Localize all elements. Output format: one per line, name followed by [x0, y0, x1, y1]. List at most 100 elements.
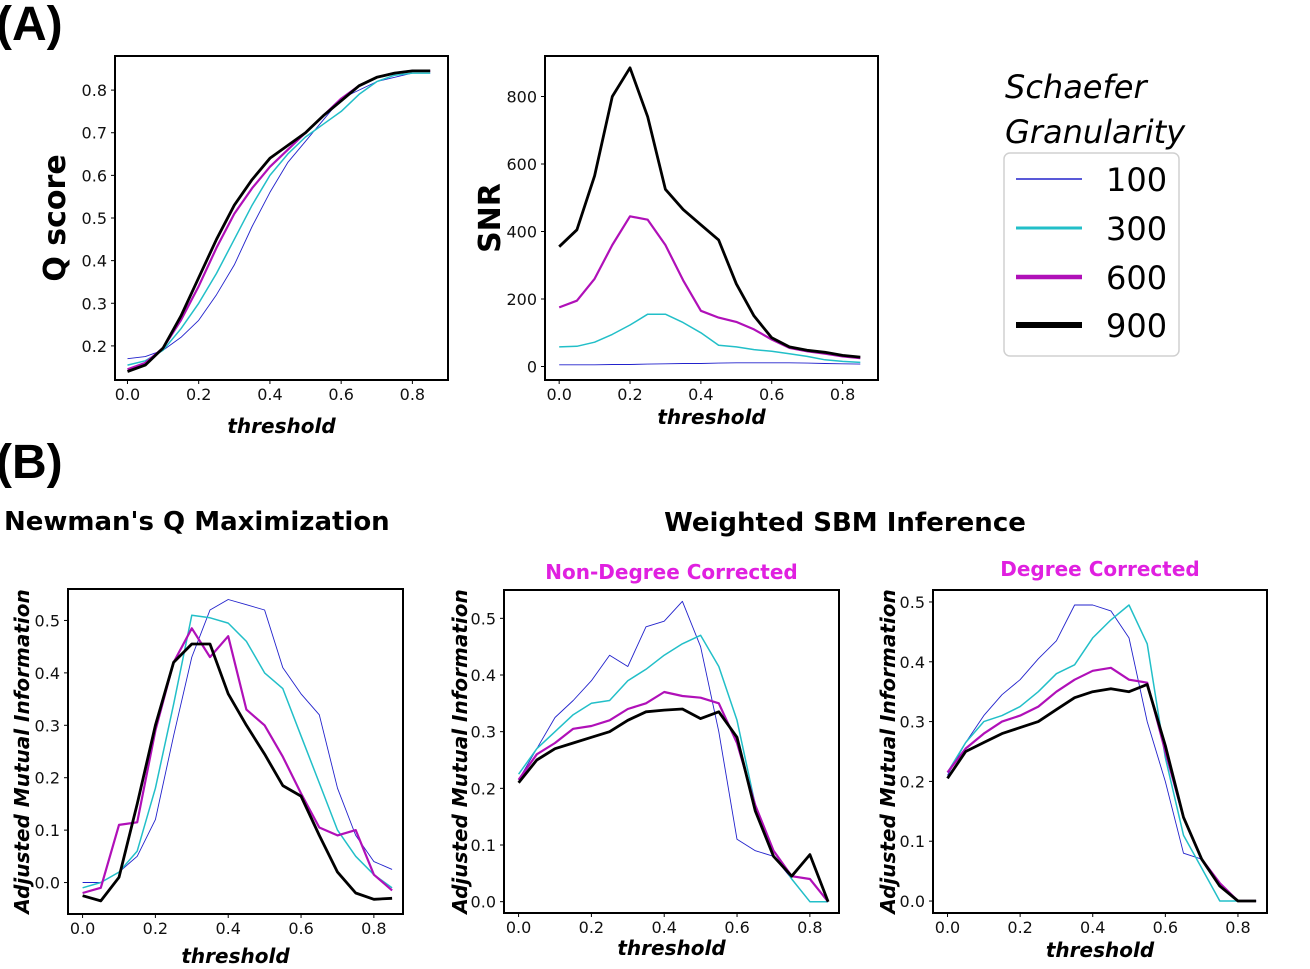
newman-xlabel: threshold: [181, 944, 290, 968]
qscore-chart: 0.0 0.2 0.4 0.6 0.8 0.2 0.3 0.4 0.5 0.6 0.7 0.8 thre…: [38, 55, 449, 438]
sbm-degree-chart: 0.0 0.2 0.4 0.6 0.8 0.0 0.1 0.2 0.3 0.4 0.5 thresho…: [876, 557, 1268, 962]
legend-title-line2: Granularity: [1005, 113, 1186, 151]
sbm_ndc-ylabel: Adjusted Mutual Information: [448, 589, 472, 916]
snr-xtick-label: 0.6: [759, 385, 784, 404]
sbm_ndc-xlabel: threshold: [617, 936, 726, 960]
qscore-xlabel: threshold: [227, 414, 336, 438]
sbm_ndc-xtick-label: 0.2: [579, 918, 604, 937]
sbm_dc-xtick-label: 0.6: [1153, 918, 1178, 937]
sbm_ndc-xtick-label: 0.0: [506, 918, 531, 937]
snr-series-100: [559, 362, 861, 366]
newman-xtick-label: 0.8: [361, 919, 386, 938]
panel-label-a: (A): [0, 0, 63, 51]
qscore-series-900: [127, 69, 431, 373]
newman-series-300: [82, 614, 393, 889]
newman-ytick-label: 0.0: [35, 874, 60, 893]
sbm-non-degree-chart: 0.0 0.2 0.4 0.6 0.8 0.0 0.1 0.2 0.3 0.4 0.5 thresho…: [448, 560, 840, 960]
qscore-plot-frame: [114, 55, 449, 381]
legend-box: [1003, 152, 1180, 357]
qscore-xtick-label: 0.2: [186, 385, 211, 404]
sbm_dc-ylabel: Adjusted Mutual Information: [876, 589, 900, 916]
newman-xtick-label: 0.4: [215, 919, 240, 938]
newman-section-title: Newman's Q Maximization: [4, 507, 390, 537]
qscore-xtick-label: 0.8: [400, 385, 425, 404]
sbm_dc-ytick-label: 0.1: [900, 832, 925, 851]
sbm_dc-ytick-label: 0.2: [900, 772, 925, 791]
snr-xtick-label: 0.0: [546, 385, 571, 404]
qscore-ytick-label: 0.3: [82, 294, 107, 313]
snr-ytick-label: 200: [506, 290, 537, 309]
snr-series-300: [559, 313, 861, 364]
qscore-ylabel: Q score: [38, 154, 73, 281]
newman-xtick-label: 0.2: [143, 919, 168, 938]
legend-title-line1: Schaefer: [1005, 68, 1148, 106]
sbm_dc-series-100: [947, 604, 1257, 902]
qscore-ytick-label: 0.2: [82, 337, 107, 356]
qscore-ytick-label: 0.5: [82, 209, 107, 228]
sbm_ndc-ytick-label: 0.2: [471, 779, 496, 798]
sbm_dc-xtick-label: 0.2: [1007, 918, 1032, 937]
newman-ytick-label: 0.2: [35, 769, 60, 788]
sbm_ndc-xtick-label: 0.4: [651, 918, 676, 937]
qscore-ytick-label: 0.7: [82, 124, 107, 143]
sbm_dc-xtick-label: 0.0: [935, 918, 960, 937]
snr-xtick-label: 0.2: [617, 385, 642, 404]
sbm_dc-series-600: [946, 666, 1257, 903]
qscore-ytick-label: 0.8: [82, 81, 107, 100]
newman-ylabel: Adjusted Mutual Information: [10, 589, 34, 916]
sbm_ndc-series-900: [517, 707, 830, 903]
sbm_ndc-xtick-label: 0.6: [724, 918, 749, 937]
sbm_dc-ytick-label: 0.4: [900, 653, 925, 672]
sbm_dc-xtick-label: 0.8: [1225, 918, 1250, 937]
legend-label-900: 900: [1106, 307, 1167, 345]
snr-xtick-label: 0.8: [830, 385, 855, 404]
newman-ytick-label: 0.3: [35, 716, 60, 735]
snr-ytick-label: 400: [506, 223, 537, 242]
sbm_ndc-ytick-label: 0.5: [471, 609, 496, 628]
legend: Schaefer Granularity 100 300 600 900: [1003, 68, 1186, 357]
qscore-xtick-label: 0.0: [115, 385, 140, 404]
legend-label-100: 100: [1106, 161, 1167, 199]
snr-series-600: [558, 215, 861, 360]
sbm_ndc-series-600: [517, 690, 829, 903]
qscore-xtick-label: 0.6: [328, 385, 353, 404]
sbm_ndc-title: Non-Degree Corrected: [545, 560, 797, 584]
snr-series-900: [558, 66, 861, 359]
sbm_ndc-plot-frame: [503, 589, 840, 914]
sbm_dc-series-300: [946, 604, 1257, 902]
panel-label-b: (B): [0, 436, 63, 489]
newman-series-100: [82, 599, 393, 883]
snr-chart: 0.0 0.2 0.4 0.6 0.8 0 200 400 600 800 threshold SNR: [473, 55, 879, 429]
newman-ytick-label: 0.5: [35, 611, 60, 630]
sbm_ndc-ytick-label: 0.4: [471, 666, 496, 685]
qscore-series-100: [127, 72, 431, 360]
newman-series-600: [82, 627, 393, 895]
snr-ytick-label: 0: [527, 358, 537, 377]
sbm_ndc-ytick-label: 0.3: [471, 723, 496, 742]
sbm_ndc-xtick-label: 0.8: [797, 918, 822, 937]
snr-xtick-label: 0.4: [688, 385, 713, 404]
sbm_dc-xtick-label: 0.4: [1080, 918, 1105, 937]
sbm_dc-ytick-label: 0.0: [900, 892, 925, 911]
snr-ylabel: SNR: [473, 183, 508, 253]
sbm_dc-ytick-label: 0.3: [900, 713, 925, 732]
legend-label-300: 300: [1106, 210, 1167, 248]
qscore-series-300: [127, 72, 431, 366]
newman-plot-frame: [67, 588, 404, 915]
newman-ytick-label: 0.1: [35, 821, 60, 840]
qscore-ytick-label: 0.4: [82, 252, 107, 271]
qscore-series-600: [127, 69, 431, 371]
newman-ytick-label: 0.4: [35, 664, 60, 683]
newman-xtick-label: 0.0: [70, 919, 95, 938]
sbm_ndc-series-100: [518, 600, 829, 903]
sbm-section-title: Weighted SBM Inference: [664, 508, 1026, 538]
sbm_ndc-ytick-label: 0.1: [471, 836, 496, 855]
qscore-xtick-label: 0.4: [257, 385, 282, 404]
sbm_ndc-ytick-label: 0.0: [471, 893, 496, 912]
snr-xlabel: threshold: [657, 405, 766, 429]
snr-ytick-label: 800: [506, 88, 537, 107]
newman-ami-chart: 0.0 0.2 0.4 0.6 0.8 0.0 0.1 0.2 0.3 0.4 0.5 thresho…: [10, 588, 404, 968]
sbm_dc-ytick-label: 0.5: [900, 593, 925, 612]
sbm_dc-title: Degree Corrected: [1000, 557, 1199, 581]
